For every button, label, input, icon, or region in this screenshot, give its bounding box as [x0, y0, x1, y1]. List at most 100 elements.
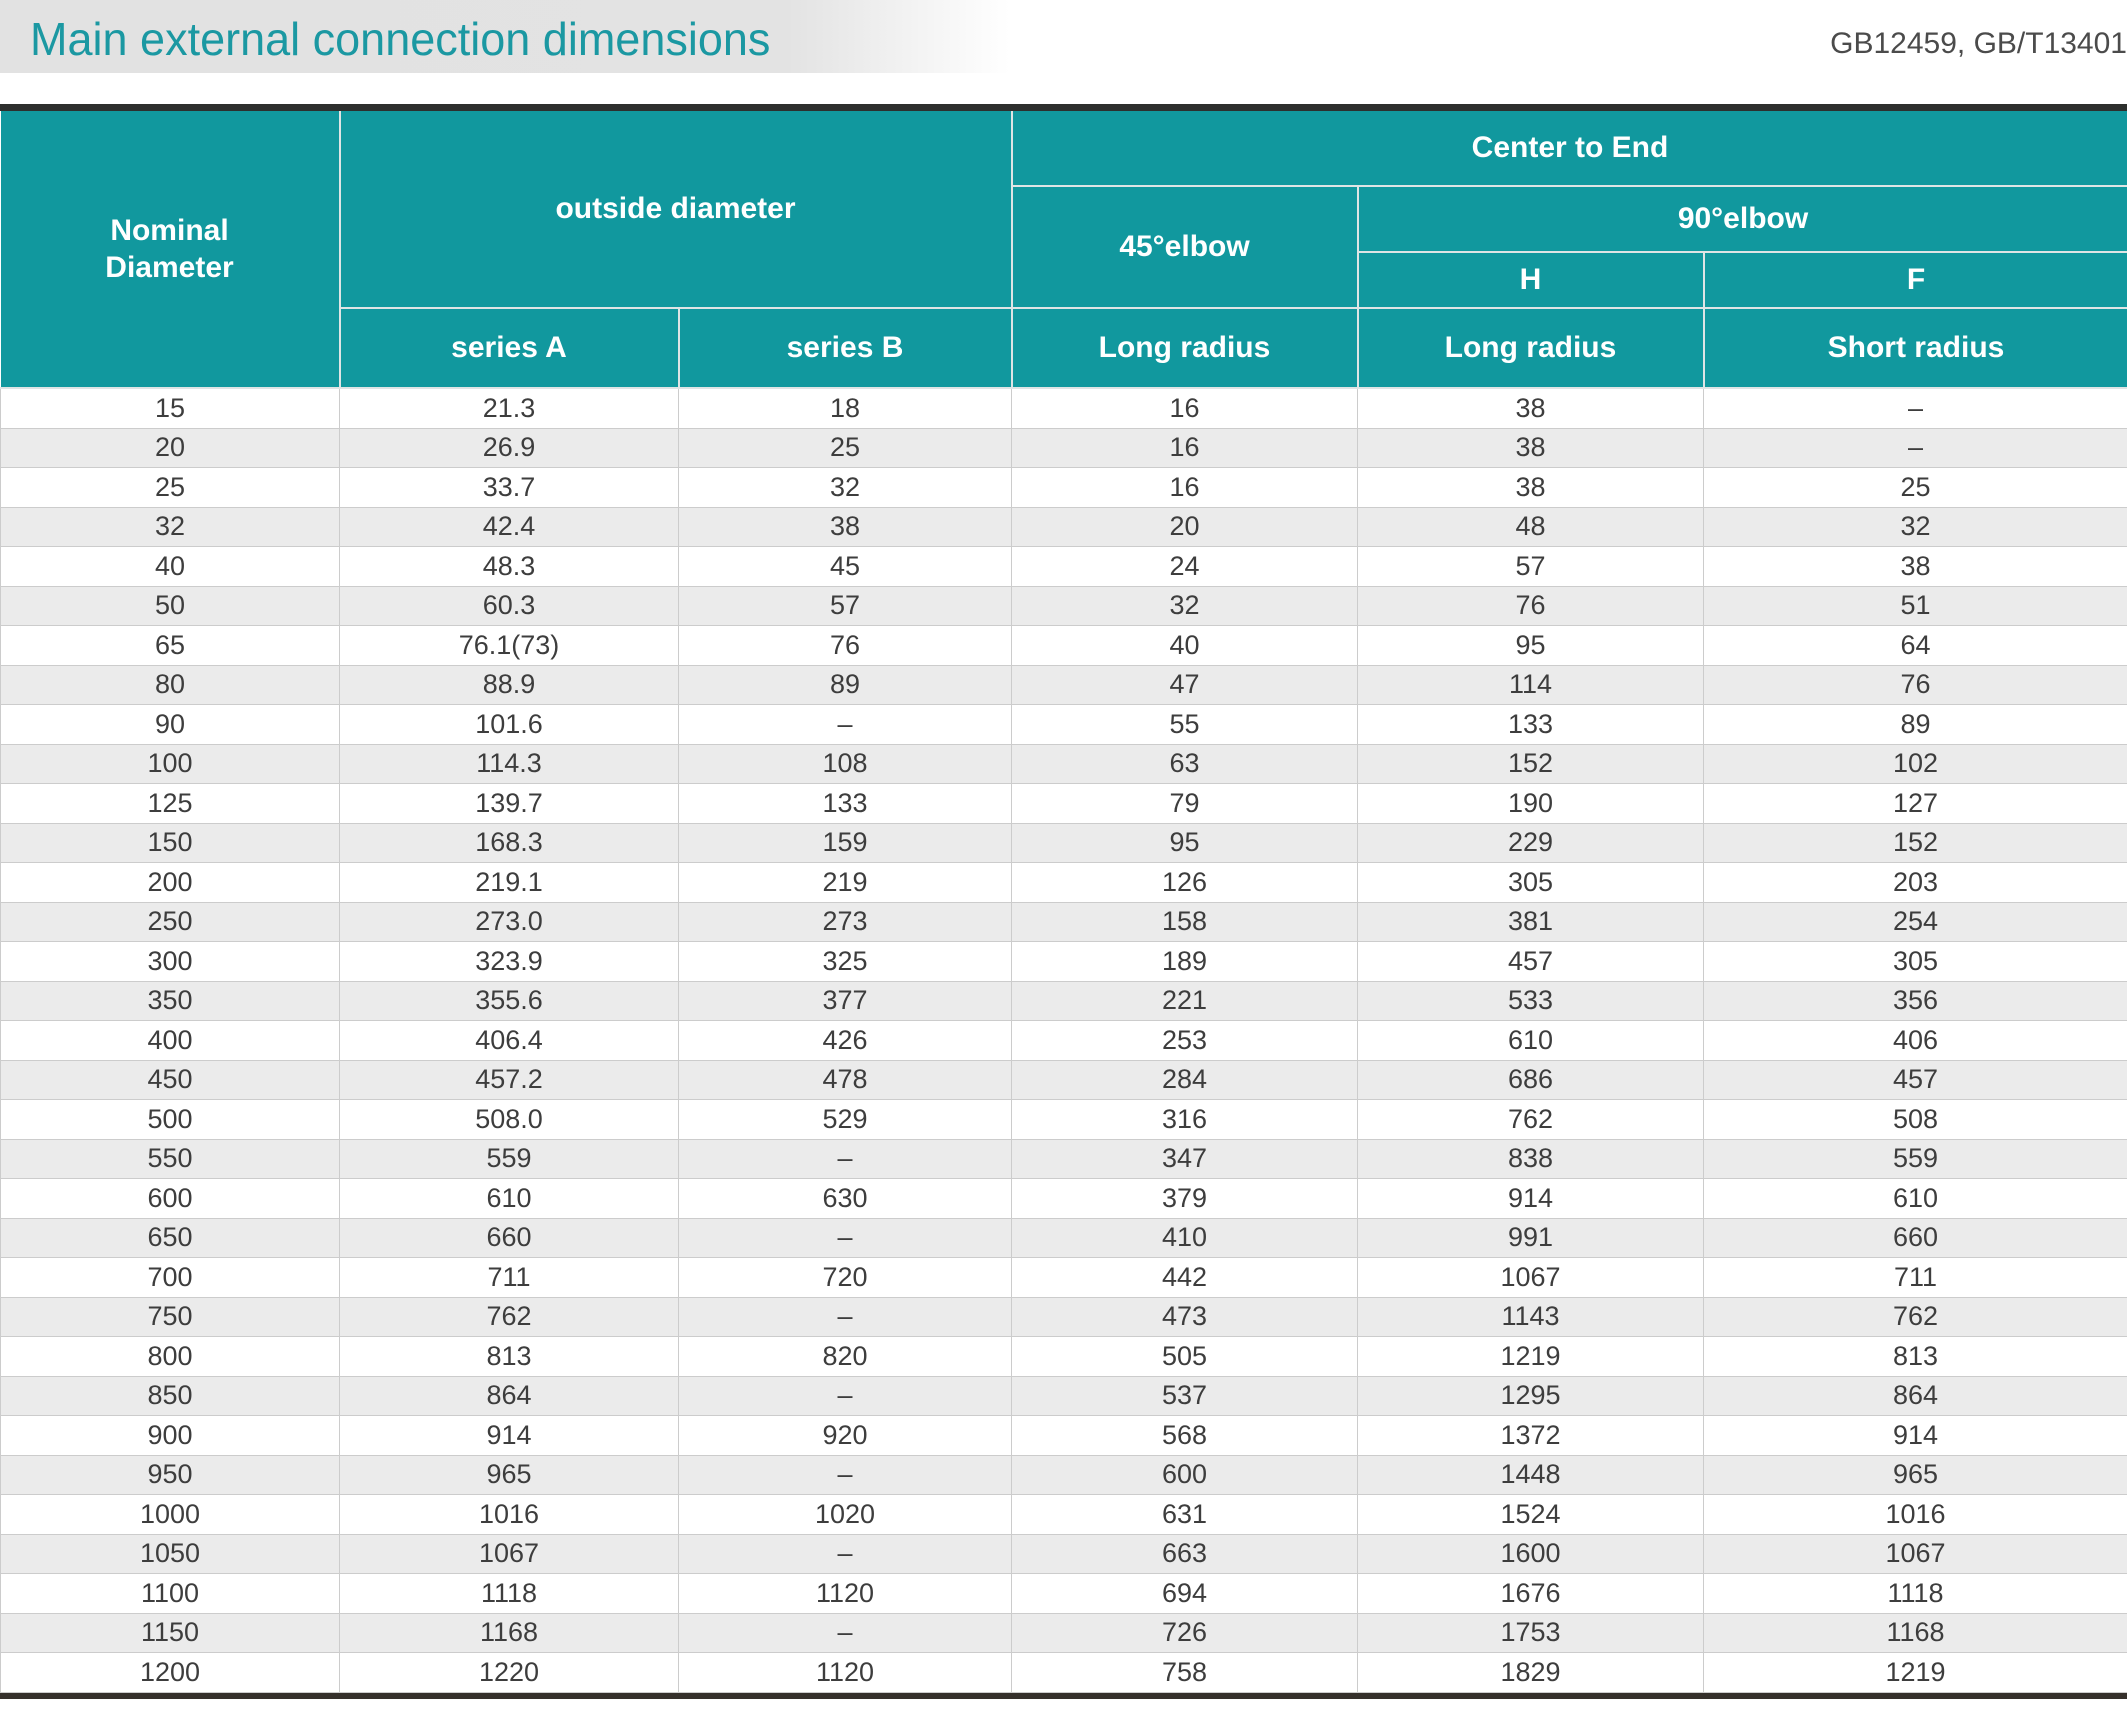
cell: 914: [1357, 1178, 1704, 1219]
cell: 168.3: [339, 822, 679, 863]
cell: 48.3: [339, 546, 679, 587]
cell: –: [678, 1612, 1012, 1653]
cell: 305: [1357, 862, 1704, 903]
cell: 1676: [1357, 1573, 1704, 1614]
table-row: 90 101.6–55 133 89: [0, 704, 2127, 745]
cell: 762: [1703, 1296, 2127, 1337]
cell: 950: [0, 1454, 340, 1495]
cell: –: [678, 1533, 1012, 1574]
table-row: 850 864–537 1295 864: [0, 1375, 2127, 1416]
cell: 508.0: [339, 1099, 679, 1140]
cell: 95: [1357, 625, 1704, 666]
cell: 1168: [339, 1612, 679, 1653]
cell: 410: [1011, 1217, 1358, 1258]
table-row: 950 965–600 1448 965: [0, 1454, 2127, 1495]
table-row: 15 21.3 18 16 38–: [0, 387, 2127, 429]
cell: –: [678, 1375, 1012, 1416]
cell: 1753: [1357, 1612, 1704, 1653]
cell: 1372: [1357, 1415, 1704, 1456]
cell: 610: [1703, 1178, 2127, 1219]
cell: 20: [0, 427, 340, 468]
cell: 1120: [678, 1652, 1012, 1693]
table-row: 300 323.9 325 189 457 305: [0, 941, 2127, 982]
standard-reference: GB12459, GB/T13401: [1830, 27, 2127, 60]
cell: 694: [1011, 1573, 1358, 1614]
table-row: 80 88.9 89 47 114 76: [0, 664, 2127, 705]
table-row: 1150 1168–726 1753 1168: [0, 1612, 2127, 1653]
cell: 323.9: [339, 941, 679, 982]
cell: 219: [678, 862, 1012, 903]
cell: 133: [1357, 704, 1704, 745]
cell: 450: [0, 1059, 340, 1100]
cell: 1000: [0, 1494, 340, 1535]
header-f: F: [1702, 251, 2127, 309]
cell: 51: [1703, 585, 2127, 626]
cell: 720: [678, 1257, 1012, 1298]
cell: 40: [1011, 625, 1358, 666]
cell: 355.6: [339, 980, 679, 1021]
cell: 663: [1011, 1533, 1358, 1574]
table-row: 1200 1220 1120 758 1829 1219: [0, 1652, 2127, 1693]
cell: 1829: [1357, 1652, 1704, 1693]
cell: 850: [0, 1375, 340, 1416]
dimensions-table-wrapper: Nominal Diameter outside diameter Center…: [0, 104, 2127, 1699]
cell: 800: [0, 1336, 340, 1377]
cell: 254: [1703, 901, 2127, 942]
cell: 32: [1703, 506, 2127, 547]
cell: 686: [1357, 1059, 1704, 1100]
cell: 726: [1011, 1612, 1358, 1653]
cell: 152: [1703, 822, 2127, 863]
cell: 38: [678, 506, 1012, 547]
cell: 38: [1703, 546, 2127, 587]
page-title: Main external connection dimensions: [30, 12, 771, 66]
cell: 57: [678, 585, 1012, 626]
table-row: 50 60.3 57 32 76 51: [0, 585, 2127, 626]
cell: 221: [1011, 980, 1358, 1021]
cell: 21.3: [339, 387, 679, 429]
cell: 273: [678, 901, 1012, 942]
cell: 920: [678, 1415, 1012, 1456]
cell: 25: [1703, 467, 2127, 508]
table-row: 100 114.3 108 63 152 102: [0, 743, 2127, 784]
cell: 473: [1011, 1296, 1358, 1337]
cell: 550: [0, 1138, 340, 1179]
cell: 125: [0, 783, 340, 824]
cell: 38: [1357, 467, 1704, 508]
table-row: 20 26.9 25 16 38–: [0, 427, 2127, 468]
cell: 1150: [0, 1612, 340, 1653]
cell: 442: [1011, 1257, 1358, 1298]
header-nominal-diameter: Nominal Diameter: [0, 111, 341, 389]
cell: 457.2: [339, 1059, 679, 1100]
cell: 914: [339, 1415, 679, 1456]
cell: 1100: [0, 1573, 340, 1614]
cell: 660: [1703, 1217, 2127, 1258]
cell: 114.3: [339, 743, 679, 784]
cell: 1143: [1357, 1296, 1704, 1337]
cell: 1120: [678, 1573, 1012, 1614]
cell: 42.4: [339, 506, 679, 547]
table-header: Nominal Diameter outside diameter Center…: [0, 111, 2127, 389]
cell: 762: [339, 1296, 679, 1337]
cell: 1600: [1357, 1533, 1704, 1574]
table-row: 125 139.7 133 79 190 127: [0, 783, 2127, 824]
header-long-radius-45: Long radius: [1010, 307, 1359, 389]
cell: 18: [678, 387, 1012, 429]
cell: 820: [678, 1336, 1012, 1377]
table-row: 400 406.4 426 253 610 406: [0, 1020, 2127, 1061]
cell: 864: [1703, 1375, 2127, 1416]
table-row: 1100 1118 1120 694 1676 1118: [0, 1573, 2127, 1614]
cell: 900: [0, 1415, 340, 1456]
cell: 631: [1011, 1494, 1358, 1535]
table-row: 150 168.3 159 95 229 152: [0, 822, 2127, 863]
cell: 838: [1357, 1138, 1704, 1179]
cell: 965: [1703, 1454, 2127, 1495]
cell: 1020: [678, 1494, 1012, 1535]
cell: 991: [1357, 1217, 1704, 1258]
cell: 219.1: [339, 862, 679, 903]
cell: 758: [1011, 1652, 1358, 1693]
cell: 600: [1011, 1454, 1358, 1495]
cell: 1219: [1357, 1336, 1704, 1377]
cell: 400: [0, 1020, 340, 1061]
cell: –: [678, 1138, 1012, 1179]
